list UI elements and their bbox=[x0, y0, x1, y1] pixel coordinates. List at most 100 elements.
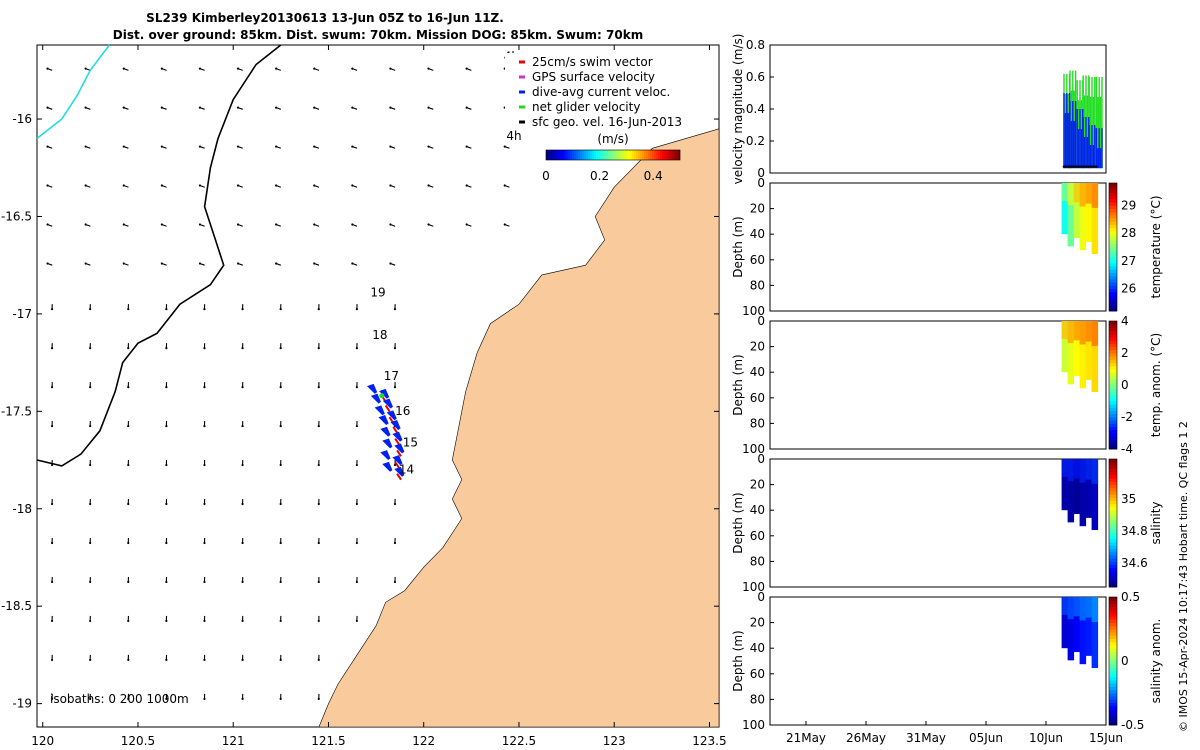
colorbar-cell bbox=[632, 150, 635, 160]
colorbar-cell bbox=[1109, 429, 1117, 434]
colorbar-cell bbox=[1109, 263, 1117, 267]
arrow-head bbox=[279, 541, 282, 545]
arrow-head bbox=[122, 145, 125, 148]
current-vector bbox=[370, 393, 381, 404]
arrow-head bbox=[389, 67, 392, 70]
colorbar-cell bbox=[652, 150, 655, 160]
arrow-head bbox=[279, 424, 282, 428]
colorbar-cell bbox=[1109, 651, 1117, 655]
colorbar-cell bbox=[1109, 231, 1117, 235]
arrow-head bbox=[84, 106, 87, 109]
colorbar-cell bbox=[570, 150, 573, 160]
colorbar-cell bbox=[676, 150, 679, 160]
map-panel: 1918171615144h 120120.5121121.5122122.51… bbox=[1, 44, 727, 748]
colorbar-cell bbox=[614, 150, 617, 160]
arrow-head bbox=[279, 308, 282, 311]
x-tick-label: 120.5 bbox=[121, 734, 155, 748]
arrow-head bbox=[427, 106, 430, 109]
colorbar-cell bbox=[1109, 397, 1117, 402]
colorbar-cell bbox=[556, 150, 559, 160]
colorbar-cell bbox=[1109, 275, 1117, 280]
colorbar-cell bbox=[1109, 670, 1117, 675]
colorbar-cell bbox=[1109, 654, 1117, 659]
section-cell-upper bbox=[1079, 459, 1087, 483]
arrow-head bbox=[503, 145, 506, 148]
depth-ylabel: Depth (m) bbox=[731, 492, 745, 553]
section-cell-upper bbox=[1085, 321, 1093, 342]
arrow-head bbox=[198, 262, 202, 265]
current-vector bbox=[392, 455, 403, 466]
arrow-head bbox=[165, 463, 168, 467]
map-colorbar-label: (m/s) bbox=[597, 132, 628, 146]
colorbar-cell bbox=[1109, 677, 1117, 681]
colorbar-cell bbox=[1109, 285, 1117, 289]
arrow-head bbox=[393, 347, 397, 350]
colorbar-cell bbox=[1109, 259, 1117, 264]
arrow-head bbox=[50, 308, 54, 311]
arrow-head bbox=[279, 658, 282, 661]
colorbar-cell bbox=[1109, 539, 1117, 543]
colorbar-cell bbox=[1109, 183, 1117, 187]
colorbar-cell bbox=[1109, 337, 1117, 341]
arrow-head bbox=[127, 502, 130, 506]
arrow-head bbox=[313, 67, 316, 70]
colorbar-cell bbox=[596, 150, 599, 160]
arrow-head bbox=[279, 385, 282, 389]
depth-ylabel: Depth (m) bbox=[731, 630, 745, 691]
colorbar-cell bbox=[1109, 237, 1117, 241]
colorbar-cell bbox=[1109, 202, 1117, 206]
title-line-2: Dist. over ground: 85km. Dist. swum: 70k… bbox=[113, 28, 643, 42]
section-cell bbox=[1061, 321, 1069, 373]
colorbar-cell bbox=[1109, 221, 1117, 225]
colorbar-cell bbox=[1109, 558, 1117, 562]
arrow-head bbox=[317, 658, 320, 661]
section-cell bbox=[1091, 459, 1099, 531]
arrow-head bbox=[355, 347, 358, 350]
colorbar-cell bbox=[1109, 298, 1117, 302]
colorbar-tick-label: 4 bbox=[1121, 314, 1129, 328]
colorbar-cell bbox=[1109, 369, 1117, 373]
colorbar-tick-label: -4 bbox=[1121, 442, 1133, 456]
colorbar-cell bbox=[1109, 420, 1117, 424]
y-tick-label: -16.5 bbox=[1, 209, 32, 223]
colorbar-cell bbox=[1109, 388, 1117, 392]
y-tick-label: 60 bbox=[750, 253, 765, 267]
x-tick-label: 21May bbox=[786, 731, 826, 745]
y-tick-label: 0 bbox=[757, 314, 765, 328]
arrow-head bbox=[313, 223, 316, 226]
arrow-head bbox=[279, 463, 282, 467]
colorbar-tick-label: -2 bbox=[1121, 410, 1133, 424]
arrow-head bbox=[84, 145, 87, 148]
colorbar-tick-label: 26 bbox=[1121, 282, 1136, 296]
colorbar-cell bbox=[636, 150, 639, 160]
colorbar-cell bbox=[600, 150, 603, 160]
colorbar-tick-label: 0.5 bbox=[1121, 590, 1140, 604]
section-cell bbox=[1073, 459, 1081, 515]
colorbar-cell bbox=[606, 150, 609, 160]
arrow-head bbox=[427, 67, 430, 70]
arrow-head bbox=[503, 184, 506, 187]
y-tick-label: 0 bbox=[757, 452, 765, 466]
section-cell-upper bbox=[1073, 183, 1081, 203]
arrow-head bbox=[165, 424, 168, 428]
colorbar-cell bbox=[1109, 526, 1117, 530]
section-frame bbox=[769, 596, 1107, 726]
colorbar-cell bbox=[1109, 564, 1117, 569]
colorbar-cell bbox=[1109, 718, 1117, 723]
colorbar-tick-label: -0.5 bbox=[1121, 718, 1144, 732]
colorbar-cell bbox=[1109, 641, 1117, 646]
arrow-head bbox=[465, 184, 468, 187]
colorbar-cell bbox=[674, 150, 677, 160]
colorbar-cell bbox=[1109, 442, 1117, 447]
arrow-head bbox=[122, 184, 125, 187]
colorbar-cell bbox=[1109, 475, 1117, 479]
arrow-head bbox=[355, 619, 358, 623]
colorbar-cell bbox=[660, 150, 663, 160]
colorbar-cell bbox=[1109, 304, 1117, 309]
colorbar-cell bbox=[1109, 577, 1117, 581]
colorbar-cell bbox=[1109, 689, 1117, 694]
colorbar-cell bbox=[620, 150, 623, 160]
colorbar-cell bbox=[588, 150, 591, 160]
colorbar-frame bbox=[1108, 182, 1118, 312]
